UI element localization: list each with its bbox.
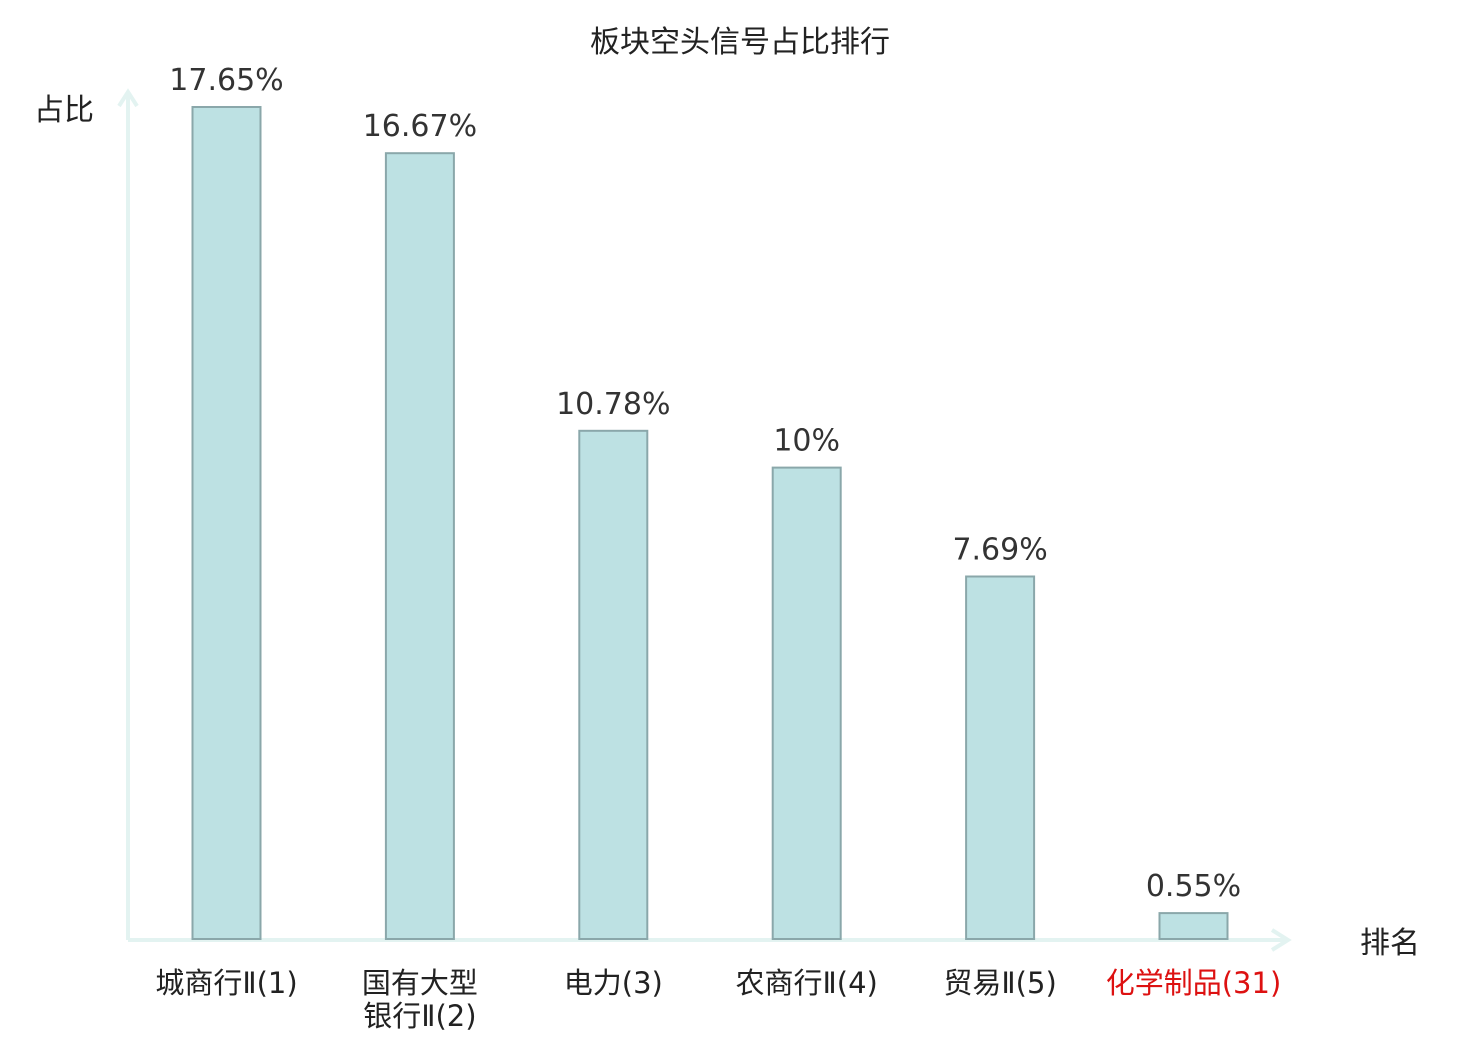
category-label-line: 电力(3) (564, 966, 663, 1000)
x-axis-arrow (1270, 928, 1292, 952)
category-label-1: 国有大型银行Ⅱ(2) (362, 966, 478, 1033)
category-label-line: 银行Ⅱ(2) (363, 999, 476, 1033)
y-axis-arrow (117, 88, 139, 108)
bar-4 (965, 575, 1036, 940)
value-labels-layer: 17.65% 16.67% 10.78% 10% 7.69% 0.55% (169, 63, 1241, 904)
category-label-4: 贸易Ⅱ(5) (943, 966, 1056, 1000)
value-label-2: 10.78% (556, 387, 670, 422)
bar-2 (578, 429, 649, 940)
value-label-0: 17.65% (169, 63, 283, 98)
category-label-line: 国有大型 (362, 966, 478, 1000)
bar-1 (384, 152, 455, 940)
category-label-0: 城商行Ⅱ(1) (155, 966, 297, 1000)
bar-0 (191, 106, 262, 940)
category-label-line: 城商行Ⅱ(1) (155, 966, 297, 1000)
category-label-3: 农商行Ⅱ(4) (736, 966, 878, 1000)
bar-5 (1158, 912, 1229, 940)
bars-layer (191, 106, 1229, 940)
value-label-3: 10% (773, 424, 840, 459)
y-axis-label: 占比 (34, 93, 94, 128)
bar-3 (771, 466, 842, 940)
category-label-line: 化学制品(31) (1106, 966, 1282, 1000)
category-labels-layer: 城商行Ⅱ(1) 国有大型银行Ⅱ(2) 电力(3) 农商行Ⅱ(4) 贸易Ⅱ(5) 化学制品(… (155, 966, 1281, 1033)
value-label-5: 0.55% (1146, 869, 1241, 904)
category-label-line: 农商行Ⅱ(4) (736, 966, 878, 1000)
value-label-1: 16.67% (363, 109, 477, 144)
category-label-2: 电力(3) (564, 966, 663, 1000)
x-axis-label: 排名 (1360, 926, 1420, 961)
category-label-line: 贸易Ⅱ(5) (943, 966, 1056, 1000)
category-label-5: 化学制品(31) (1106, 966, 1282, 1000)
value-label-4: 7.69% (952, 533, 1047, 568)
chart-title: 板块空头信号占比排行 (590, 25, 890, 60)
